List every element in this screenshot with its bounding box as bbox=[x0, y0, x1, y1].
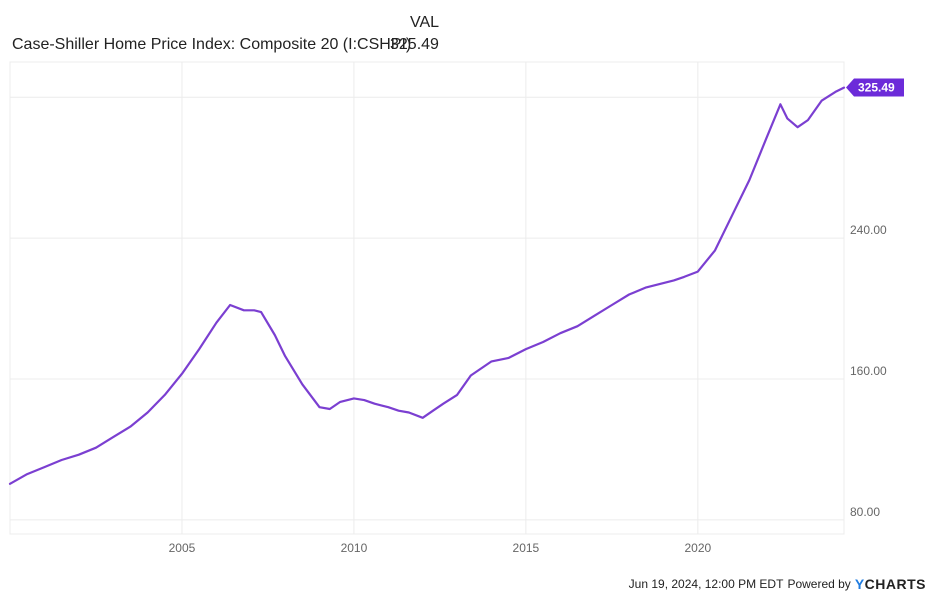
y-axis-ticks: 80.00 160.00 240.00 bbox=[850, 223, 887, 519]
y-gridlines bbox=[10, 96, 844, 521]
x-gridlines bbox=[181, 62, 699, 534]
x-tick-label: 2010 bbox=[341, 541, 368, 555]
ycharts-logo-text: CHARTS bbox=[864, 576, 926, 592]
ycharts-logo-y: Y bbox=[854, 576, 865, 592]
last-value-badge-shape bbox=[846, 78, 904, 97]
legend-header: VAL bbox=[410, 14, 440, 31]
y-tick-label: 160.00 bbox=[850, 364, 887, 378]
footer-powered-by: Powered by bbox=[787, 577, 851, 591]
x-tick-label: 2020 bbox=[684, 541, 711, 555]
legend-series-value: 325.49 bbox=[390, 36, 439, 53]
x-axis-ticks: 2005 2010 2015 2020 bbox=[169, 541, 712, 555]
last-value-badge: 325.49 bbox=[846, 78, 904, 97]
x-tick-label: 2005 bbox=[169, 541, 196, 555]
legend-series-name[interactable]: Case-Shiller Home Price Index: Composite… bbox=[12, 36, 412, 53]
series-line bbox=[8, 86, 846, 485]
last-value-label: 325.49 bbox=[858, 81, 895, 95]
ycharts-logo[interactable]: Y CHARTS bbox=[855, 576, 926, 592]
y-tick-label: 80.00 bbox=[850, 505, 880, 519]
plot-frame bbox=[9, 61, 845, 535]
x-tick-label: 2015 bbox=[513, 541, 540, 555]
footer-timestamp: Jun 19, 2024, 12:00 PM EDT bbox=[628, 577, 784, 591]
y-tick-label: 240.00 bbox=[850, 223, 887, 237]
